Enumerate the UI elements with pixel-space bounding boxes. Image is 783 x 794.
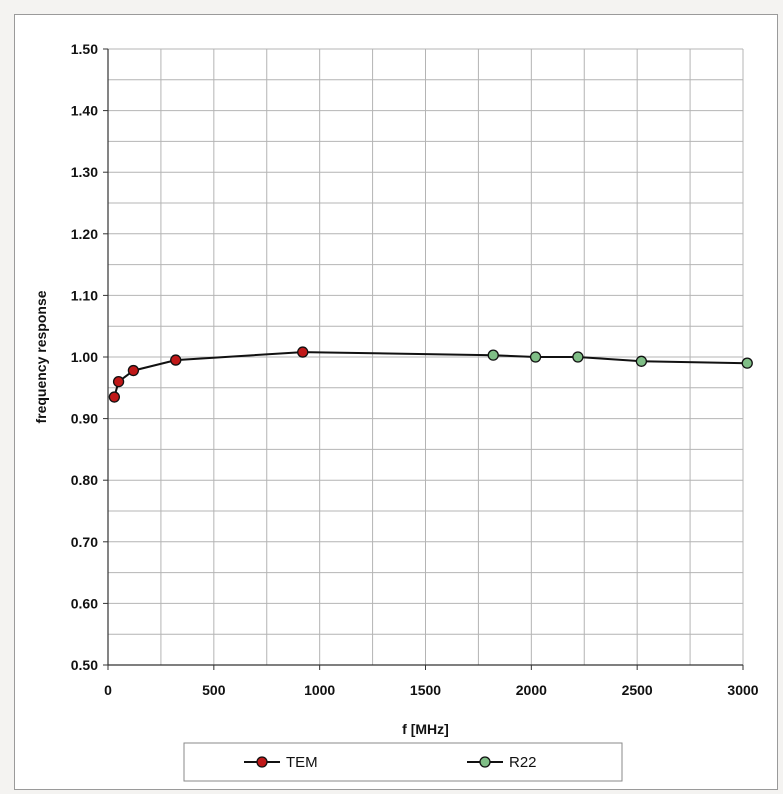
y-tick-label: 1.40	[71, 103, 98, 119]
x-tick-label: 2500	[622, 682, 653, 698]
series-tem	[108, 346, 309, 403]
y-tick-label: 0.50	[71, 657, 98, 673]
data-point-r22	[572, 351, 584, 363]
legend-marker-tem	[256, 756, 268, 768]
legend: TEM R22	[183, 742, 623, 782]
data-point-tem	[127, 364, 140, 377]
y-tick-label: 1.00	[71, 349, 98, 365]
x-tick-label: 500	[202, 682, 226, 698]
y-tick-label: 0.70	[71, 534, 98, 550]
series-layer	[108, 346, 753, 403]
series-r22	[487, 349, 753, 369]
data-point-r22	[487, 349, 499, 361]
y-axis-title: frequency response	[33, 290, 49, 423]
y-tick-label: 1.10	[71, 287, 98, 303]
x-tick-label: 3000	[727, 682, 758, 698]
y-tick-label: 0.90	[71, 411, 98, 427]
data-line	[113, 351, 748, 398]
data-point-tem	[108, 391, 120, 403]
x-tick-label: 1500	[410, 682, 441, 698]
x-tick-label: 0	[104, 682, 112, 698]
y-tick-label: 0.80	[71, 472, 98, 488]
data-point-tem	[297, 346, 309, 358]
axes: 0.50 0.60 0.70 0.80 0.90 1.00 1.10 1.20 1.30 1.40…	[33, 41, 759, 737]
y-tick-label: 1.30	[71, 164, 98, 180]
x-tick-label: 1000	[304, 682, 335, 698]
x-tick-label: 2000	[516, 682, 547, 698]
legend-marker-r22	[479, 756, 491, 768]
data-point-tem	[170, 354, 182, 366]
data-point-r22	[529, 351, 542, 363]
grid	[107, 48, 744, 666]
legend-label-tem: TEM	[286, 754, 318, 771]
legend-label-r22: R22	[509, 754, 537, 771]
x-axis-title: f [MHz]	[402, 721, 449, 737]
y-tick-label: 1.20	[71, 226, 98, 242]
y-tick-label: 1.50	[71, 41, 98, 57]
y-tick-label: 0.60	[71, 595, 98, 611]
data-point-tem	[112, 375, 125, 388]
data-point-r22	[741, 357, 753, 369]
data-point-r22	[635, 355, 648, 367]
